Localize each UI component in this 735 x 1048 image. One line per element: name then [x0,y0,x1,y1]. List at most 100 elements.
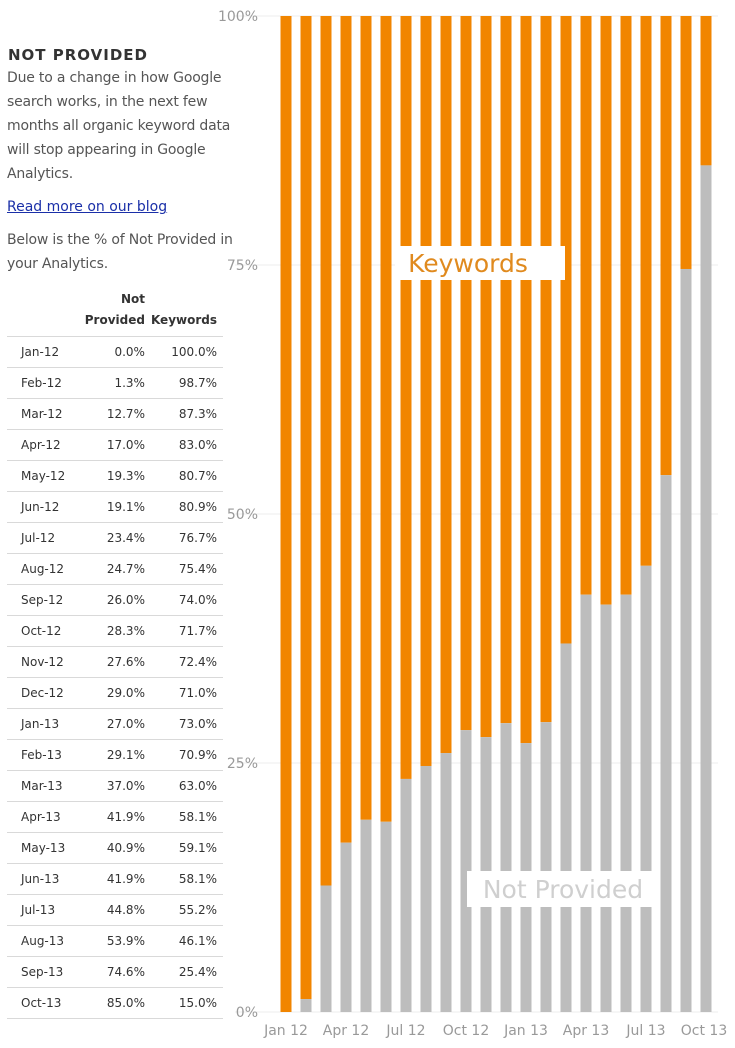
table-cell-month: Feb-13 [7,739,75,771]
x-tick-label: Jul 13 [625,1023,665,1039]
bar-keywords [320,16,332,886]
bar-keywords [640,16,652,566]
table-cell-keywords: 55.2% [150,894,223,926]
bar-not-provided [320,885,332,1012]
y-tick-label: 25% [227,756,258,772]
bar-not-provided [300,999,312,1012]
table-cell-keywords: 75.4% [150,553,223,585]
table-row: Oct-12 28.3% 71.7% [7,615,223,647]
bar-not-provided [700,165,712,1012]
table-row: Mar-13 37.0% 63.0% [7,770,223,802]
table-cell-not-provided: 26.0% [74,584,151,616]
bar-not-provided [460,730,472,1012]
table-cell-month: Jan-13 [7,708,75,740]
blog-link[interactable]: Read more on our blog [7,199,168,215]
bar-not-provided [580,594,592,1012]
table-cell-keywords: 15.0% [150,987,223,1019]
y-tick-label: 100% [218,9,258,25]
table-cell-not-provided: 24.7% [74,553,151,585]
table-row: Jul-13 44.8% 55.2% [7,894,223,926]
table-cell-month: Aug-13 [7,925,75,957]
table-row: Jun-12 19.1% 80.9% [7,491,223,523]
table-cell-not-provided: 17.0% [74,429,151,461]
table-row: Feb-13 29.1% 70.9% [7,739,223,771]
table-cell-month: Sep-12 [7,584,75,616]
bar-not-provided [660,475,672,1012]
table-row: May-13 40.9% 59.1% [7,832,223,864]
table-cell-month: Jul-12 [7,522,75,554]
table-cell-month: Mar-12 [7,398,75,430]
y-tick-label: 0% [236,1005,258,1021]
table-cell-not-provided: 53.9% [74,925,151,957]
table-header-not-provided: Not Provided [84,292,145,327]
bar-keywords [680,16,692,269]
x-tick-label: Jan 12 [263,1023,308,1039]
bar-not-provided [560,643,572,1012]
table-cell-keywords: 87.3% [150,398,223,430]
y-axis-ticks: 0% 25% 50% 75% 100% [218,9,258,1021]
table-header-row: Not Provided Keywords [7,289,223,337]
bar-not-provided [440,753,452,1012]
table-intro-text: Below is the % of Not Provided in your A… [7,232,233,272]
table-cell-not-provided: 12.7% [74,398,151,430]
chart-gridlines [235,15,718,1013]
table-row: Dec-12 29.0% 71.0% [7,677,223,709]
table-cell-month: May-13 [7,832,75,864]
table-cell-month: Apr-12 [7,429,75,461]
table-cell-not-provided: 27.0% [74,708,151,740]
table-row: Mar-12 12.7% 87.3% [7,398,223,430]
page-title: NOT PROVIDED [8,46,148,64]
table-cell-month: Oct-12 [7,615,75,647]
keywords-series-label: Keywords [408,249,528,278]
bar-not-provided [360,819,372,1012]
table-cell-keywords: 46.1% [150,925,223,957]
table-cell-keywords: 25.4% [150,956,223,988]
chart-bars [280,16,712,1012]
bar-not-provided [400,778,412,1012]
table-cell-keywords: 83.0% [150,429,223,461]
sidebar: NOT PROVIDED Due to a change in how Goog… [7,46,239,1019]
table-cell-month: Jun-13 [7,863,75,895]
data-table: Not Provided Keywords Jan-12 0.0% 100.0% Feb… [7,289,223,1019]
table-row: Oct-13 85.0% 15.0% [7,987,223,1019]
table-row: Jan-13 27.0% 73.0% [7,708,223,740]
bar-keywords [460,16,472,731]
table-row: Apr-13 41.9% 58.1% [7,801,223,833]
table-cell-not-provided: 37.0% [74,770,151,802]
table-cell-not-provided: 85.0% [74,987,151,1019]
table-cell-not-provided: 29.1% [74,739,151,771]
table-cell-not-provided: 1.3% [74,367,151,399]
table-cell-keywords: 70.9% [150,739,223,771]
bar-keywords [480,16,492,738]
bar-keywords [300,16,312,1000]
bar-keywords [380,16,392,822]
table-cell-keywords: 73.0% [150,708,223,740]
bar-keywords [600,16,612,605]
table-cell-month: Jan-12 [7,336,75,368]
bar-keywords [560,16,572,644]
table-header-keywords: Keywords [150,313,217,327]
table-cell-keywords: 80.7% [150,460,223,492]
x-tick-label: Apr 12 [323,1023,369,1039]
intro-text: Due to a change in how Google search wor… [7,70,231,182]
table-cell-not-provided: 19.3% [74,460,151,492]
bar-not-provided [640,565,652,1012]
table-cell-not-provided: 74.6% [74,956,151,988]
bar-keywords [340,16,352,843]
table-cell-keywords: 74.0% [150,584,223,616]
series-labels: Keywords Not Provided [395,246,652,907]
bar-keywords [360,16,372,820]
table-row: Feb-12 1.3% 98.7% [7,367,223,399]
table-row: Sep-12 26.0% 74.0% [7,584,223,616]
bar-not-provided [340,842,352,1012]
table-row: Nov-12 27.6% 72.4% [7,646,223,678]
table-cell-keywords: 76.7% [150,522,223,554]
bar-not-provided [600,604,612,1012]
table-cell-keywords: 80.9% [150,491,223,523]
x-tick-label: Jul 12 [385,1023,425,1039]
table-cell-not-provided: 41.9% [74,863,151,895]
bar-not-provided [620,594,632,1012]
x-tick-label: Oct 12 [443,1023,489,1039]
table-cell-month: Jul-13 [7,894,75,926]
table-cell-not-provided: 44.8% [74,894,151,926]
